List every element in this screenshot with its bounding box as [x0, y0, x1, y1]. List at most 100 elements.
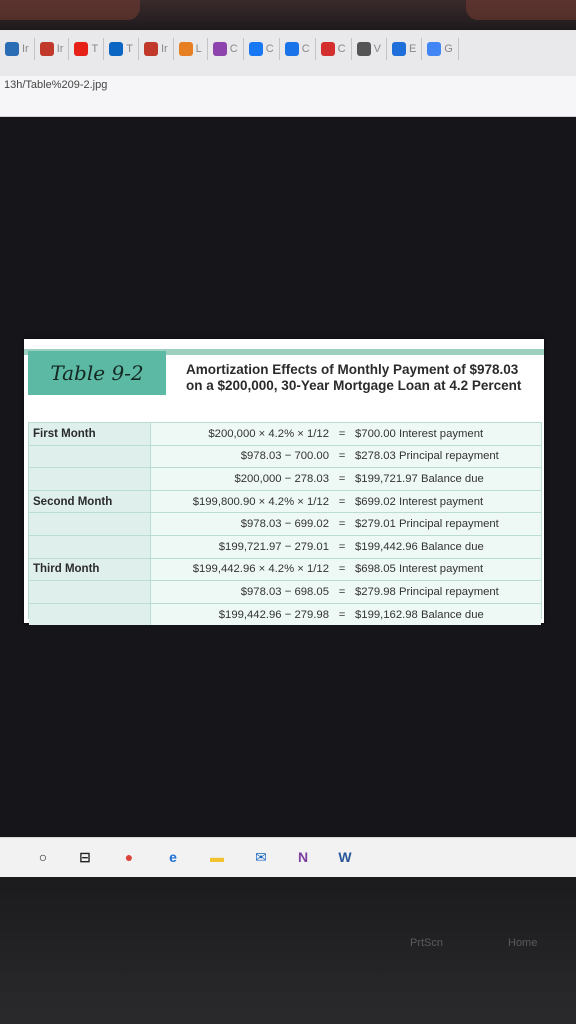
browser-tab[interactable]: E — [387, 38, 423, 60]
browser-tab[interactable]: L — [174, 38, 208, 60]
youtube-icon — [74, 42, 89, 56]
result-text: $199,162.98 Balance due — [355, 608, 484, 621]
chrome-icon[interactable]: ● — [124, 849, 134, 865]
month-cell — [29, 513, 151, 535]
browser-tab[interactable]: T — [69, 38, 105, 60]
taskbar: ○ ⊟ ● e ▬ ✉ N W — [0, 837, 576, 878]
table-label-text: Table 9-2 — [50, 361, 144, 385]
month-cell: Second Month — [29, 490, 151, 513]
result-text: $279.98 Principal repayment — [355, 585, 499, 598]
month-cell: Third Month — [29, 558, 151, 581]
browser-tab[interactable]: Ir — [139, 38, 174, 60]
month-cell: First Month — [29, 423, 151, 445]
equals-sign: = — [338, 563, 346, 576]
google-icon — [427, 42, 442, 56]
edge-icon[interactable]: e — [169, 849, 177, 865]
equals-sign: = — [338, 427, 346, 440]
cortana-icon[interactable]: ○ — [38, 849, 48, 865]
table-row: $200,000 − 278.03 = $199,721.97 Balance du… — [29, 468, 541, 491]
flower-icon — [178, 42, 193, 56]
image-icon — [143, 42, 158, 56]
tab-title: E — [408, 43, 417, 55]
calculation-cell: $199,800.90 × 4.2% × 1/12 = $699.02 Intere… — [151, 490, 541, 513]
onenote-icon[interactable]: N — [297, 849, 309, 865]
tab-title: T — [126, 43, 133, 55]
calculation-text: $199,442.96 × 4.2% × 1/12 — [192, 563, 329, 576]
calculation-text: $978.03 − 699.02 — [240, 518, 329, 531]
month-cell — [29, 535, 151, 558]
equals-sign: = — [338, 472, 346, 485]
tab-title: C — [265, 43, 274, 55]
result-text: $199,721.97 Balance due — [355, 472, 484, 485]
amortization-table: First Month $200,000 × 4.2% × 1/12 = $700.0… — [28, 422, 542, 626]
browser-tab[interactable]: T — [104, 38, 139, 60]
dots-icon — [212, 42, 227, 56]
bezel-glow — [0, 0, 140, 20]
equals-sign: = — [338, 585, 346, 598]
calculation-text: $199,721.97 − 279.01 — [218, 540, 329, 553]
image-icon — [39, 42, 54, 56]
table-row: First Month $200,000 × 4.2% × 1/12 = $700.0… — [29, 423, 541, 446]
calculation-text: $200,000 × 4.2% × 1/12 — [208, 427, 329, 440]
browser-tab[interactable]: C — [244, 38, 280, 60]
calculation-cell: $200,000 − 278.03 = $199,721.97 Balance du… — [151, 468, 541, 490]
file-explorer-icon[interactable]: ▬ — [210, 849, 224, 865]
tab-title: C — [337, 43, 346, 55]
calculation-cell: $978.03 − 699.02 = $279.01 Principal repay… — [151, 513, 541, 535]
result-text: $698.05 Interest payment — [355, 563, 484, 576]
facebook-icon — [248, 42, 263, 56]
browser-tab[interactable]: Ir — [0, 38, 35, 60]
tab-strip: Ir Ir T T Ir L C C C C V E G — [0, 38, 459, 60]
browser-tab[interactable]: G — [422, 38, 459, 60]
tab-title: Ir — [160, 43, 168, 55]
month-cell — [29, 581, 151, 603]
browser-tab[interactable]: C — [316, 38, 352, 60]
browser-tab[interactable]: V — [352, 38, 387, 60]
url-text[interactable]: 13h/Table%209-2.jpg — [4, 79, 108, 91]
table-image: Table 9-2 Amortization Effects of Monthl… — [24, 339, 544, 626]
browser-tab[interactable]: C — [280, 38, 316, 60]
task-view-icon[interactable]: ⊟ — [79, 848, 91, 865]
browser-tab[interactable]: C — [208, 38, 244, 60]
table-label: Table 9-2 — [28, 351, 166, 395]
tab-title: L — [195, 43, 202, 55]
tab-title: C — [229, 43, 238, 55]
mail-icon[interactable]: ✉ — [255, 848, 267, 865]
equals-sign: = — [338, 540, 346, 553]
result-text: $700.00 Interest payment — [355, 427, 484, 440]
table-row: $978.03 − 699.02 = $279.01 Principal repay… — [29, 513, 541, 536]
tab-title: Ir — [22, 43, 29, 55]
home-key[interactable]: Home — [508, 937, 538, 949]
tab-title: T — [91, 43, 99, 55]
equals-sign: = — [338, 608, 346, 621]
prtscn-key[interactable]: PrtScn — [410, 937, 444, 949]
edge-icon — [391, 42, 406, 56]
result-text: $699.02 Interest payment — [355, 495, 484, 508]
grid-icon — [284, 42, 299, 56]
calculation-cell: $200,000 × 4.2% × 1/12 = $700.00 Interest … — [151, 423, 541, 445]
bezel-glow — [466, 0, 576, 20]
equals-sign: = — [338, 518, 346, 531]
calculation-text: $978.03 − 698.05 — [240, 585, 329, 598]
table-title: Amortization Effects of Monthly Payment … — [186, 362, 522, 393]
calculation-cell: $199,442.96 × 4.2% × 1/12 = $698.05 Intere… — [151, 558, 541, 581]
calculation-cell: $978.03 − 698.05 = $279.98 Principal repay… — [151, 581, 541, 603]
screen-bezel — [0, 0, 576, 30]
edge-icon — [5, 42, 19, 56]
browser-tab[interactable]: Ir — [35, 38, 70, 60]
calculation-cell: $978.03 − 700.00 = $278.03 Principal repay… — [151, 445, 541, 468]
c-icon — [320, 42, 335, 56]
month-cell — [29, 445, 151, 468]
result-text: $278.03 Principal repayment — [355, 450, 499, 463]
equals-sign: = — [338, 495, 346, 508]
table-row: $199,442.96 − 279.98 = $199,162.98 Balance… — [29, 603, 541, 626]
word-icon[interactable]: W — [338, 849, 352, 865]
calculation-text: $199,442.96 − 279.98 — [218, 608, 329, 621]
tab-title: C — [301, 43, 310, 55]
calculation-text: $978.03 − 700.00 — [240, 450, 329, 463]
equals-sign: = — [338, 450, 346, 463]
address-bar[interactable]: 13h/Table%209-2.jpg — [0, 76, 576, 117]
table-row: $978.03 − 698.05 = $279.98 Principal repay… — [29, 581, 541, 604]
calculation-cell: $199,442.96 − 279.98 = $199,162.98 Balance… — [151, 603, 541, 626]
month-cell — [29, 468, 151, 490]
